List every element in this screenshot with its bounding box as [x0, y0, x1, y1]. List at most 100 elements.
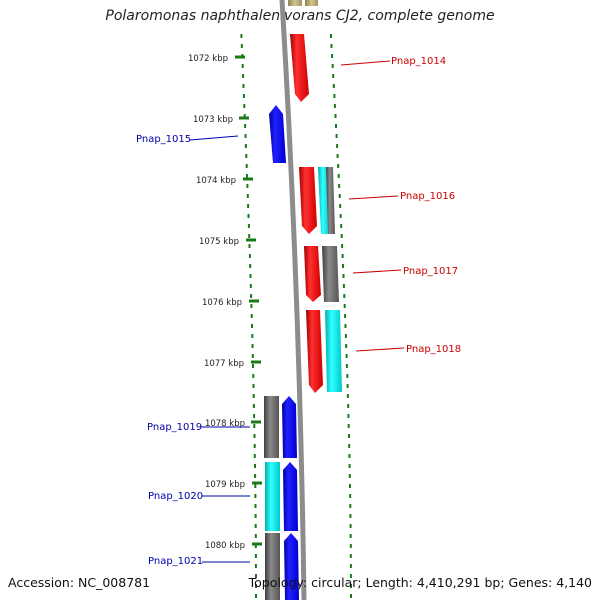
scale-dot: [254, 544, 257, 548]
scale-dot: [243, 104, 246, 108]
scale-dot: [249, 284, 252, 288]
scale-dot: [345, 364, 348, 368]
gene-label-pnap-1017[interactable]: Pnap_1017: [403, 266, 458, 277]
gene-pnap-1016-arrow[interactable]: [299, 167, 317, 234]
tick-label-1077: 1077 kbp: [204, 359, 244, 369]
gene-label-pnap-1018[interactable]: Pnap_1018: [406, 344, 461, 355]
scale-dot: [255, 584, 257, 588]
scale-dot: [349, 534, 352, 538]
gene-label-pnap-1021[interactable]: Pnap_1021: [148, 556, 203, 567]
scale-dot: [255, 594, 257, 598]
scale-dot: [349, 574, 352, 578]
scale-dot: [254, 464, 256, 468]
scale-dot: [349, 514, 352, 518]
scale-dot: [345, 344, 348, 348]
scale-dot: [331, 64, 334, 68]
gene-pnap-1018-arrow[interactable]: [306, 310, 323, 393]
connector-pnap-1015: [189, 135, 239, 141]
scale-dot: [344, 324, 347, 328]
feature-gray: [265, 533, 280, 600]
scale-dot: [253, 444, 256, 448]
scale-dot: [242, 84, 245, 88]
scale-dot: [339, 204, 342, 208]
gene-pnap-1015-arrow[interactable]: [269, 105, 286, 163]
scale-dot: [341, 254, 344, 258]
scale-dot: [338, 194, 341, 198]
gene-pnap-1017-arrow[interactable]: [304, 246, 321, 302]
scale-dot: [348, 454, 351, 458]
scale-dot: [248, 254, 251, 258]
tick-labels: 1072 kbp 1073 kbp 1074 kbp 1075 kbp 1076…: [188, 54, 245, 551]
scale-dot: [341, 244, 344, 248]
scale-dot: [253, 414, 256, 418]
gene-pnap-1019-arrow[interactable]: [282, 396, 297, 458]
scale-dot: [330, 44, 333, 48]
scale-dot: [247, 204, 250, 208]
scale-dot: [346, 394, 349, 398]
gene-label-pnap-1016[interactable]: Pnap_1016: [400, 191, 455, 202]
scale-dot: [254, 514, 257, 518]
scale-dot: [253, 454, 256, 458]
scale-dot: [251, 324, 253, 328]
scale-dot: [348, 444, 351, 448]
gene-pnap-1014-arrow[interactable]: [290, 34, 309, 102]
feature-olive: [288, 0, 302, 6]
scale-dot: [339, 214, 342, 218]
scale-dot: [333, 104, 336, 108]
gene-label-pnap-1019[interactable]: Pnap_1019: [147, 422, 202, 433]
scale-dot: [252, 404, 255, 408]
scale-dot: [337, 174, 340, 178]
tick-label-1076: 1076 kbp: [202, 298, 242, 308]
tick-label-1080: 1080 kbp: [205, 541, 245, 551]
scale-dot: [332, 74, 335, 78]
gene-label-pnap-1015[interactable]: Pnap_1015: [136, 134, 191, 145]
scale-dot: [349, 564, 352, 568]
scale-dot: [254, 484, 257, 488]
scale-dot: [346, 384, 349, 388]
scale-dot: [254, 534, 257, 538]
scale-dot: [252, 374, 255, 378]
genome-title: Polaromonas naphthalenivorans CJ2, compl…: [105, 8, 495, 24]
tick-label-1079: 1079 kbp: [205, 480, 245, 490]
scale-dot: [349, 484, 351, 488]
scale-dot: [338, 184, 341, 188]
scale-dot: [249, 264, 252, 268]
gene-pnap-1021-arrow[interactable]: [284, 533, 299, 600]
gene-label-pnap-1014[interactable]: Pnap_1014: [391, 56, 446, 67]
scale-dot: [349, 544, 352, 548]
scale-dot: [345, 354, 348, 358]
scale-dot: [251, 334, 254, 338]
gene-label-pnap-1020[interactable]: Pnap_1020: [148, 491, 203, 502]
accession-text: Accession: NC_008781: [8, 575, 151, 590]
gene-pnap-1020-arrow[interactable]: [283, 462, 298, 531]
reverse-genes: [264, 105, 299, 600]
scale-dot: [254, 554, 257, 558]
feature-olive: [305, 0, 318, 6]
scale-dot: [243, 114, 246, 118]
feature-gray: [322, 246, 339, 302]
scale-dot: [343, 304, 346, 308]
scale-dot: [344, 314, 347, 318]
scale-dot: [245, 164, 248, 168]
scale-dot: [346, 374, 349, 378]
tick-label-1074: 1074 kbp: [196, 176, 236, 186]
scale-dot: [340, 234, 343, 238]
scale-dot: [342, 284, 345, 288]
scale-dot: [333, 94, 336, 98]
scale-dot: [334, 114, 337, 118]
scale-dot: [349, 494, 352, 498]
genome-summary-text: Topology: circular; Length: 4,410,291 bp…: [248, 575, 592, 590]
right-scale-dots: [330, 34, 352, 598]
scale-dot: [349, 524, 352, 528]
scale-dot: [246, 184, 249, 188]
scale-dot: [244, 134, 247, 138]
scale-dot: [254, 524, 257, 528]
scale-dot: [244, 124, 247, 128]
label-connectors: [189, 60, 405, 563]
scale-dot: [241, 64, 244, 68]
scale-dot: [250, 314, 253, 318]
feature-cyan: [265, 462, 280, 531]
scale-dot: [254, 474, 257, 478]
scale-dot: [251, 344, 254, 348]
